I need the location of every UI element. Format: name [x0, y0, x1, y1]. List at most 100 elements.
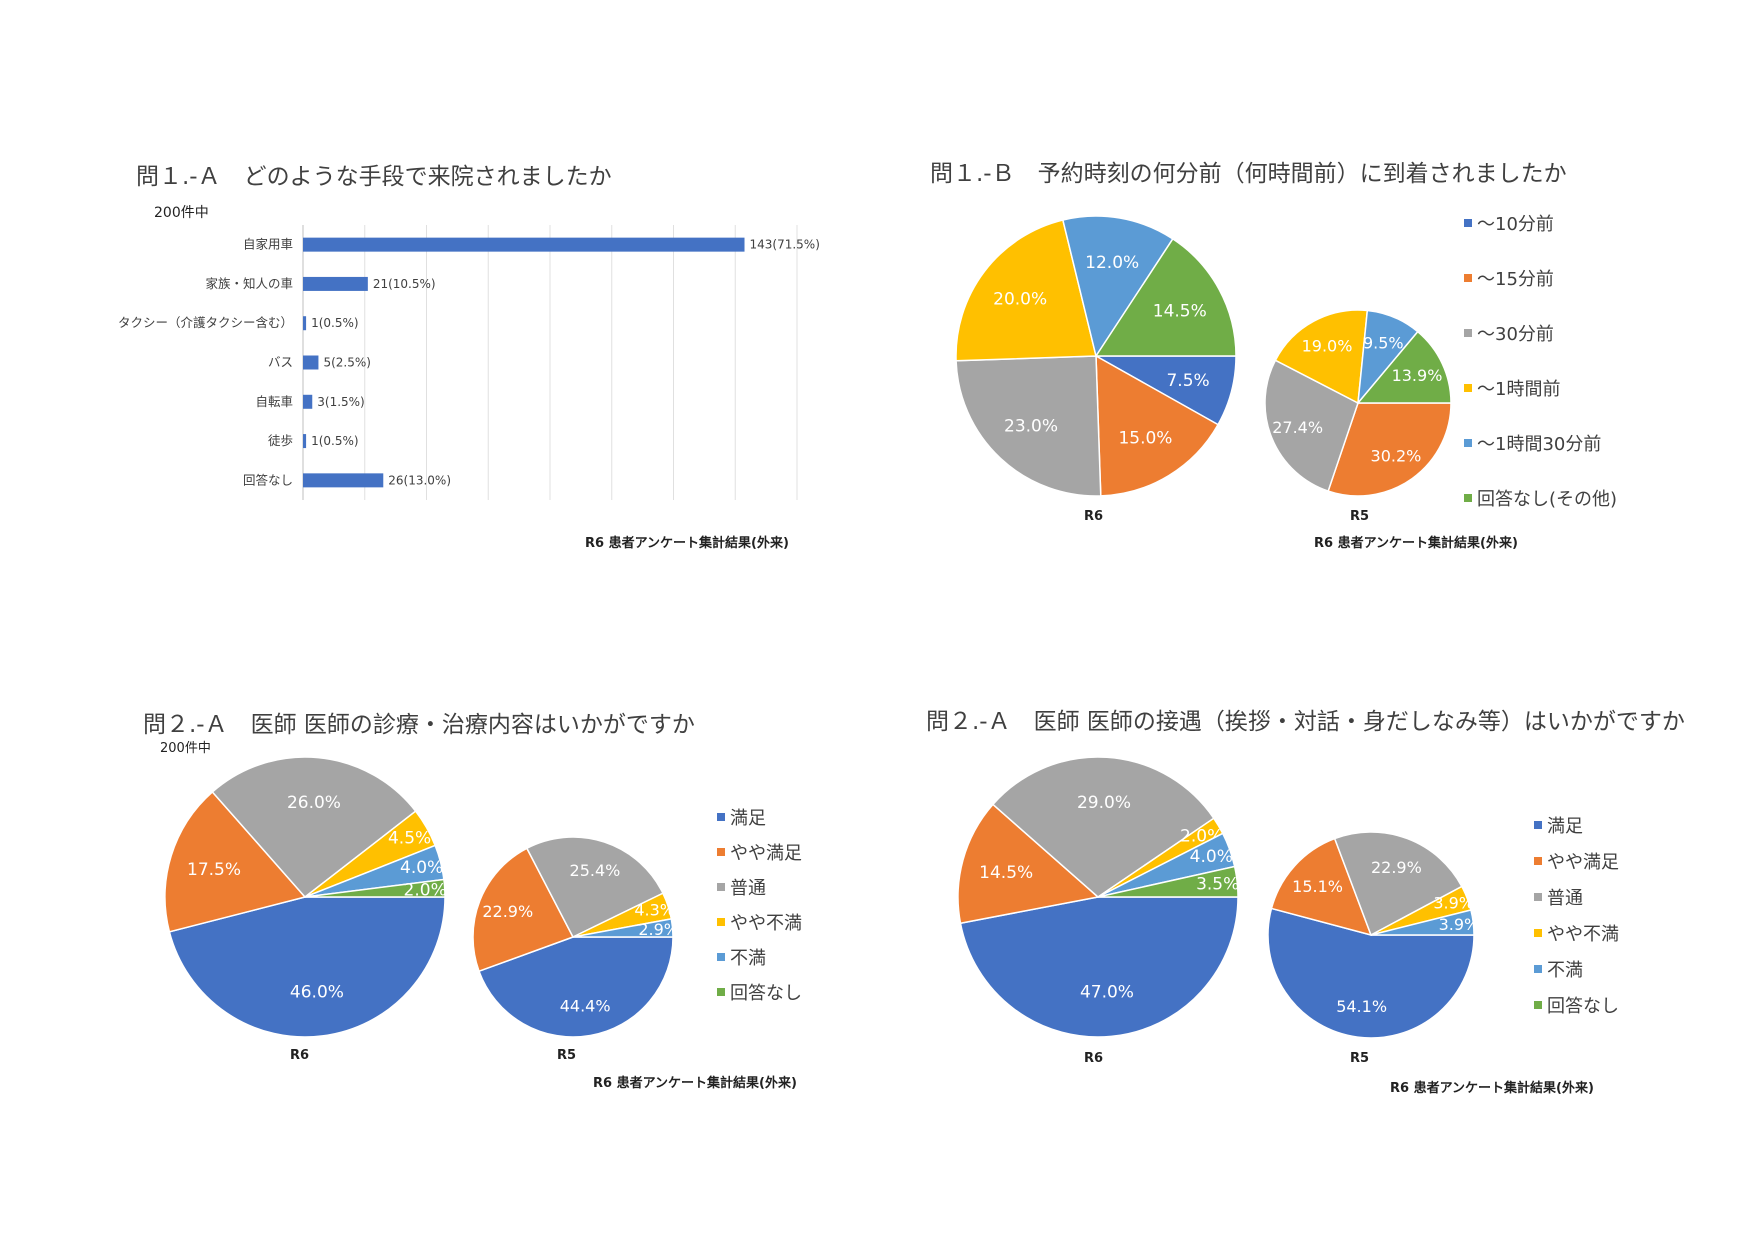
pie-slice: [478, 936, 674, 1038]
legend-item: ～1時間前: [1464, 375, 1560, 401]
legend-item: やや満足: [717, 839, 802, 865]
data-label: 1(0.5%): [311, 316, 358, 330]
slice-label: 14.5%: [979, 863, 1033, 883]
pie-slice: [168, 896, 446, 1038]
legend-label: 満足: [1547, 816, 1583, 837]
slice-label: 20.0%: [993, 289, 1047, 309]
legend-label: 満足: [730, 808, 766, 829]
legend-swatch: [717, 953, 725, 961]
legend-label: ～15分前: [1477, 269, 1554, 290]
legend-swatch: [717, 883, 725, 891]
bar: [303, 434, 307, 449]
category-label: 徒歩: [268, 433, 293, 448]
pie-slice: [1267, 907, 1475, 1039]
slice-label: 2.0%: [404, 880, 447, 900]
legend-swatch: [717, 813, 725, 821]
pie-slice: [1264, 359, 1359, 493]
legend-item: 普通: [1534, 884, 1583, 910]
slice-label: 46.0%: [290, 982, 344, 1002]
chart-doctor-manners: 問２.-Ａ 医師 医師の接遇（挨拶・対話・身だしなみ等）はいかがですか 47.0…: [877, 620, 1755, 1241]
chart-source: R6 患者アンケート集計結果(外来): [1390, 1081, 1594, 1096]
pie-slice: [1095, 354, 1220, 497]
slice-label: 29.0%: [1077, 793, 1131, 813]
legend-item: やや満足: [1534, 848, 1619, 874]
bar-chart-plot: 自家用車 143(71.5%) 家族・知人の車 21(10.5%) タクシー（介護タクシ…: [118, 225, 820, 500]
pie-slice: [1327, 402, 1452, 497]
legend-swatch: [1464, 274, 1472, 282]
bar: [303, 473, 384, 488]
legend-item: 不満: [1534, 956, 1583, 982]
legend-item: 普通: [717, 874, 766, 900]
legend-item: 満足: [717, 804, 766, 830]
pie-label-r6: R6: [1084, 509, 1104, 524]
pie-slice: [472, 847, 575, 973]
slice-label: 30.2%: [1371, 447, 1422, 466]
pie-label-r6: R6: [290, 1048, 310, 1063]
pie-slice: [1094, 237, 1237, 357]
legend-item: やや不満: [717, 909, 802, 935]
chart-doctor-treatment: 問２.-Ａ 医師 医師の診療・治療内容はいかがですか 200件中 46.0% 17…: [0, 620, 877, 1241]
legend-item: 不満: [717, 944, 766, 970]
slice-label: 17.5%: [187, 860, 241, 880]
pie-slice: [525, 836, 664, 938]
legend-swatch: [1534, 929, 1542, 937]
slice-label: 12.0%: [1085, 253, 1139, 273]
legend-label: 不満: [730, 948, 766, 969]
legend-swatch: [1534, 857, 1542, 865]
legend-swatch: [717, 848, 725, 856]
slice-label: 2.9%: [638, 920, 679, 939]
bar: [303, 394, 313, 409]
legend-item: 回答なし: [717, 979, 802, 1005]
pie-slice: [1270, 837, 1373, 937]
legend-label: 回答なし: [1547, 996, 1619, 1017]
slice-label: 47.0%: [1080, 983, 1134, 1003]
slice-label: 25.4%: [570, 861, 621, 880]
category-label: 家族・知人の車: [205, 276, 293, 291]
legend-label: 不満: [1547, 960, 1583, 981]
legend-label: やや満足: [730, 843, 802, 864]
chart-transport-mode: 問１.-Ａ どのような手段で来院されましたか 200件中 自家用車 143(71.…: [0, 0, 877, 560]
pie-slice: [164, 790, 307, 933]
data-label: 3(1.5%): [317, 395, 364, 409]
legend-label: ～1時間30分前: [1477, 434, 1602, 455]
slice-label: 14.5%: [1153, 302, 1207, 322]
pie-slice: [1274, 309, 1369, 405]
legend-label: やや不満: [1547, 924, 1619, 945]
slice-label: 3.5%: [1196, 875, 1239, 895]
pie-slice: [572, 917, 674, 938]
slice-label: 3.9%: [1433, 894, 1474, 913]
category-label: バス: [268, 355, 293, 370]
slice-label: 4.3%: [634, 901, 675, 920]
data-label: 21(10.5%): [373, 277, 436, 291]
legend-swatch: [1464, 329, 1472, 337]
bar: [303, 316, 307, 331]
slice-label: 15.0%: [1118, 428, 1172, 448]
legend-swatch: [1534, 821, 1542, 829]
legend-label: やや満足: [1547, 852, 1619, 873]
bar: [303, 276, 368, 291]
chart-arrival-time: 問１.-Ｂ 予約時刻の何分前（何時間前）に到着されましたか 7.5% 15.0% 2…: [877, 0, 1755, 560]
pie-slice: [955, 219, 1097, 362]
pie-label-r5: R5: [1350, 1051, 1370, 1066]
slice-label: 22.9%: [1371, 858, 1422, 877]
chart-title: 問２.-Ａ 医師 医師の診療・治療内容はいかがですか: [143, 712, 695, 738]
bar: [303, 237, 745, 252]
chart-source: R6 患者アンケート集計結果(外来): [593, 1076, 797, 1091]
slice-label: 44.4%: [560, 997, 611, 1016]
pie-label-r5: R5: [1350, 509, 1370, 524]
pie-slice: [957, 803, 1100, 925]
legend-swatch: [1534, 1001, 1542, 1009]
pie-slice: [304, 878, 446, 898]
pie-slice: [1061, 215, 1174, 358]
chart-source: R6 患者アンケート集計結果(外来): [585, 536, 789, 551]
slice-label: 4.0%: [1190, 847, 1233, 867]
category-label: 回答なし: [243, 472, 293, 487]
legend-swatch: [717, 988, 725, 996]
legend-item: 回答なし(その他): [1464, 485, 1617, 511]
legend-label: ～10分前: [1477, 214, 1554, 235]
legend-swatch: [1534, 893, 1542, 901]
slice-label: 3.9%: [1439, 915, 1477, 934]
slice-label: 27.4%: [1272, 418, 1323, 437]
chart-subtitle: 200件中: [154, 205, 209, 221]
legend-swatch: [1534, 965, 1542, 973]
